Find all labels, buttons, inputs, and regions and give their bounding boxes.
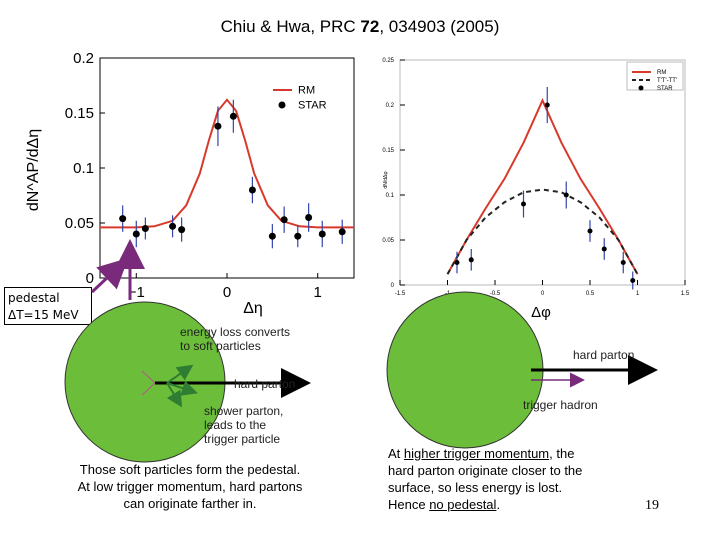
- eta-plot: 0 0.05 0.1 0.15 0.2 −1 0 1 RM STAR Δη dN^AP/dΔη: [25, 50, 355, 317]
- y-tick-label: 0: [86, 270, 94, 287]
- x-axis-label: Δη: [243, 300, 263, 317]
- legend-entry: RM: [298, 85, 315, 97]
- data-point: [318, 230, 326, 238]
- x-tick-label: 0.5: [586, 291, 595, 297]
- y-tick-label: 0.2: [73, 50, 94, 67]
- data-point: [305, 214, 313, 221]
- shower-parton-note: shower parton, leads to the trigger part…: [204, 404, 284, 446]
- data-point: [268, 232, 276, 240]
- y-tick-label: 0.15: [65, 105, 94, 122]
- y-tick-label: 0.2: [386, 103, 395, 109]
- phi-plot: 00.050.10.150.20.25-1.5-1-0.500.511.5RMT…: [382, 58, 690, 321]
- data-point: [119, 215, 127, 223]
- data-point: [468, 257, 474, 263]
- legend-entry: T'T'-TT': [657, 78, 677, 84]
- data-point: [248, 186, 256, 194]
- shower-arrow-down: [166, 382, 183, 408]
- data-point: [178, 226, 186, 234]
- y-tick-label: 0: [391, 283, 395, 289]
- pedestal-explanation: Those soft particles form the pedestal. …: [77, 462, 303, 511]
- legend-box: [267, 79, 337, 115]
- y-tick-label: 0.1: [386, 193, 395, 199]
- hard-parton-label-left: hard parton: [234, 377, 296, 391]
- data-point: [521, 201, 526, 207]
- legend-entry: STAR: [657, 86, 673, 92]
- trigger-hadron-label: trigger hadron: [523, 398, 598, 412]
- legend-marker: [638, 85, 644, 91]
- x-tick-label: -0.5: [490, 291, 501, 297]
- data-point: [132, 230, 140, 238]
- y-tick-label: 0.05: [65, 215, 94, 232]
- pedestal-label: pedestal: [8, 291, 60, 305]
- x-tick-label: -1.5: [395, 291, 406, 297]
- data-point: [214, 122, 222, 130]
- data-point: [229, 112, 237, 120]
- page-number: 19: [645, 498, 659, 513]
- data-point: [587, 228, 593, 234]
- legend-box: [626, 61, 684, 91]
- pedestal-delta: ΔT=15 MeV: [8, 308, 79, 322]
- x-axis-label: Δφ: [531, 304, 551, 321]
- pedestal-box: pedestal ΔT=15 MeV: [4, 287, 92, 325]
- y-tick-label: 0.25: [382, 58, 394, 64]
- y-tick-label: 0.1: [73, 160, 94, 177]
- x-tick-label: 0: [541, 291, 545, 297]
- y-axis-label: dN/dΔφ: [383, 171, 389, 189]
- x-tick-label: −1: [128, 284, 145, 301]
- legend-entry: RM: [657, 70, 666, 76]
- series-line-T'T'-TT': [446, 188, 639, 275]
- hard-parton-label-right: hard parton: [573, 348, 635, 362]
- data-point: [630, 278, 636, 283]
- high-momentum-explanation: At higher trigger momentum, the hard par…: [388, 446, 583, 512]
- data-point: [563, 192, 569, 198]
- legend-entry: STAR: [298, 100, 327, 112]
- data-point: [544, 102, 550, 108]
- y-tick-label: 0.15: [382, 148, 394, 154]
- data-point: [454, 260, 460, 265]
- legend-marker: [278, 101, 286, 109]
- energy-loss-note: energy loss converts to soft particles: [180, 325, 291, 353]
- nucleus-disk-right: [386, 291, 544, 449]
- x-tick-label: 1: [314, 284, 322, 301]
- shower-arrow-up: [166, 364, 194, 384]
- data-point: [601, 246, 607, 252]
- data-point: [294, 232, 302, 240]
- series-line-RM: [100, 98, 354, 229]
- data-point: [141, 225, 149, 232]
- x-tick-label: 0: [223, 284, 231, 301]
- pedestal-arrow-diag: [90, 257, 129, 294]
- data-point: [620, 260, 626, 265]
- y-axis-label: dN^AP/dΔη: [25, 129, 42, 211]
- x-tick-label: 1.5: [681, 291, 690, 297]
- x-tick-label: 1: [636, 291, 640, 297]
- shower-arrow-mid: [166, 380, 198, 396]
- data-point: [169, 222, 177, 230]
- data-point: [338, 228, 346, 236]
- data-point: [280, 216, 288, 224]
- series-line-RM: [446, 98, 639, 275]
- slide-title: Chiu & Hwa, PRC 72, 034903 (2005): [220, 17, 500, 36]
- y-tick-label: 0.05: [382, 238, 394, 244]
